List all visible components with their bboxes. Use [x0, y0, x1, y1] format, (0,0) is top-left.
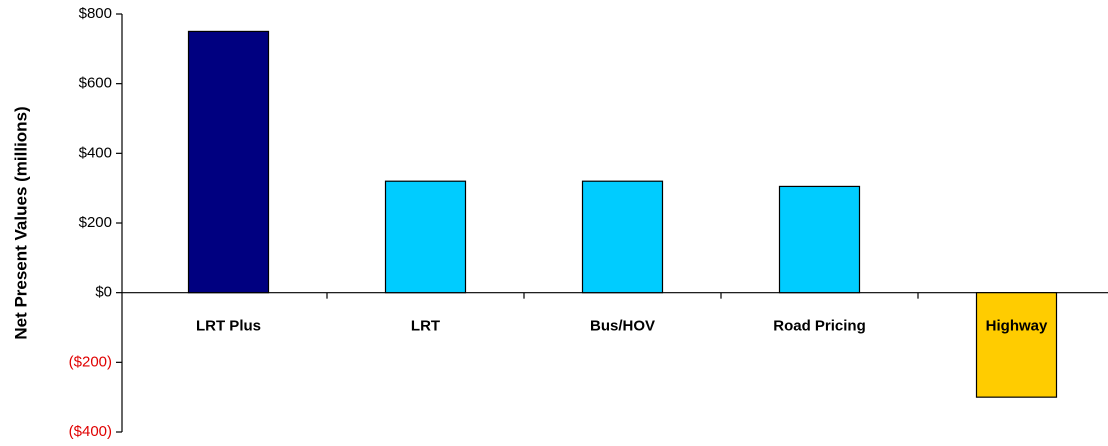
y-tick-label: ($400) [69, 423, 112, 440]
x-tick-label: Road Pricing [773, 318, 866, 335]
bar [384, 180, 467, 294]
bar [975, 292, 1058, 398]
y-tick-label: $800 [79, 5, 112, 22]
y-tick-label: $600 [79, 75, 112, 92]
y-axis-label: Net Present Values (millions) [11, 106, 30, 339]
x-tick-label: Highway [986, 318, 1048, 335]
x-tick-label: LRT Plus [196, 318, 261, 335]
bar [187, 30, 270, 294]
y-tick-label: $200 [79, 214, 112, 231]
y-tick-label: $0 [95, 284, 112, 301]
x-tick-label: LRT [411, 318, 440, 335]
y-tick-label: $400 [79, 144, 112, 161]
x-tick-label: Bus/HOV [590, 318, 655, 335]
bar [778, 185, 861, 294]
bar [581, 180, 664, 294]
y-tick-label: ($200) [69, 353, 112, 370]
